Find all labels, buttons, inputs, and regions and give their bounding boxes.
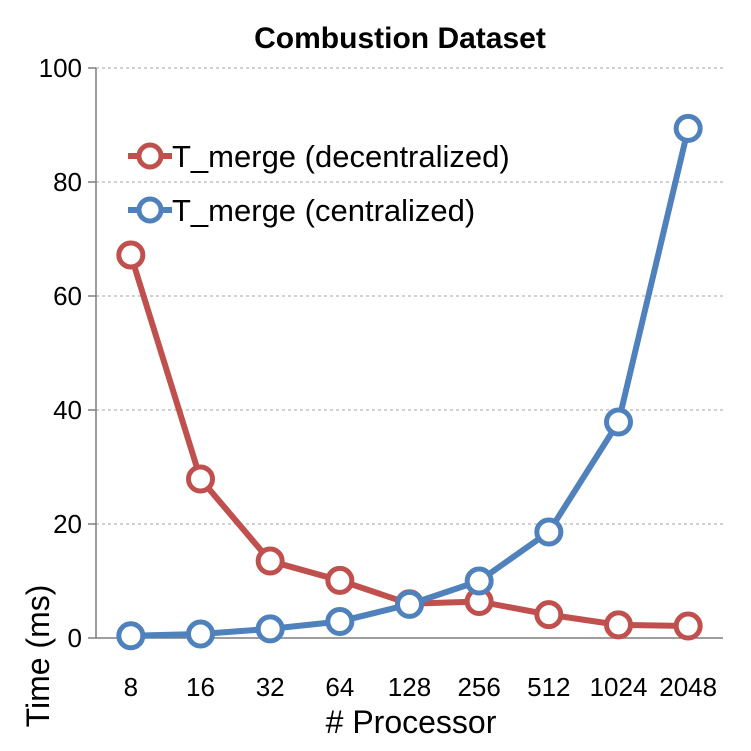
x-tick-label: 8 [124,672,138,702]
data-point [325,606,355,636]
y-tick-label: 0 [68,623,82,653]
data-point [325,565,355,595]
y-tick-labels: 0 20 40 60 80 100 [39,53,82,653]
data-point [673,113,703,143]
grid-lines [96,67,723,525]
legend-item-centralized: T_merge (centralized) [128,193,475,228]
data-point [604,407,633,437]
x-tick-label: 512 [527,672,570,702]
y-tick-label: 100 [39,53,82,83]
x-tick-label: 16 [186,672,215,702]
y-tick-label: 40 [53,395,82,425]
series-1 [116,113,703,651]
data-point [186,464,215,494]
x-tick-label: 32 [256,672,285,702]
data-point [255,546,285,576]
data-point [673,611,703,641]
x-tick-label: 1024 [590,672,648,702]
y-axis-label: Time (ms) [20,585,56,728]
x-axis-label: # Processor [326,704,497,740]
y-tick-label: 80 [53,167,82,197]
data-point [395,589,424,619]
series-0 [116,240,703,641]
x-tick-label: 2048 [659,672,717,702]
legend-label-decentralized: T_merge (decentralized) [172,139,510,174]
data-point [534,600,564,630]
data-point [604,610,633,640]
data-point [534,517,564,547]
series [116,113,703,651]
chart-title: Combustion Dataset [254,22,546,55]
x-tick-label: 256 [457,672,500,702]
x-tick-label: 128 [388,672,431,702]
legend-label-centralized: T_merge (centralized) [172,193,475,228]
data-point [116,240,146,270]
y-tick-label: 20 [53,509,82,539]
data-point [116,621,146,651]
x-tick-label: 64 [325,672,354,702]
legend-item-decentralized: T_merge (decentralized) [128,139,510,174]
data-point [464,566,494,596]
y-tick-label: 60 [53,281,82,311]
legend: T_merge (decentralized) T_merge (central… [128,139,510,228]
data-point [255,614,285,644]
x-tick-labels: 8 16 32 64 128 256 512 1024 2048 [124,672,717,702]
data-point [186,619,215,649]
